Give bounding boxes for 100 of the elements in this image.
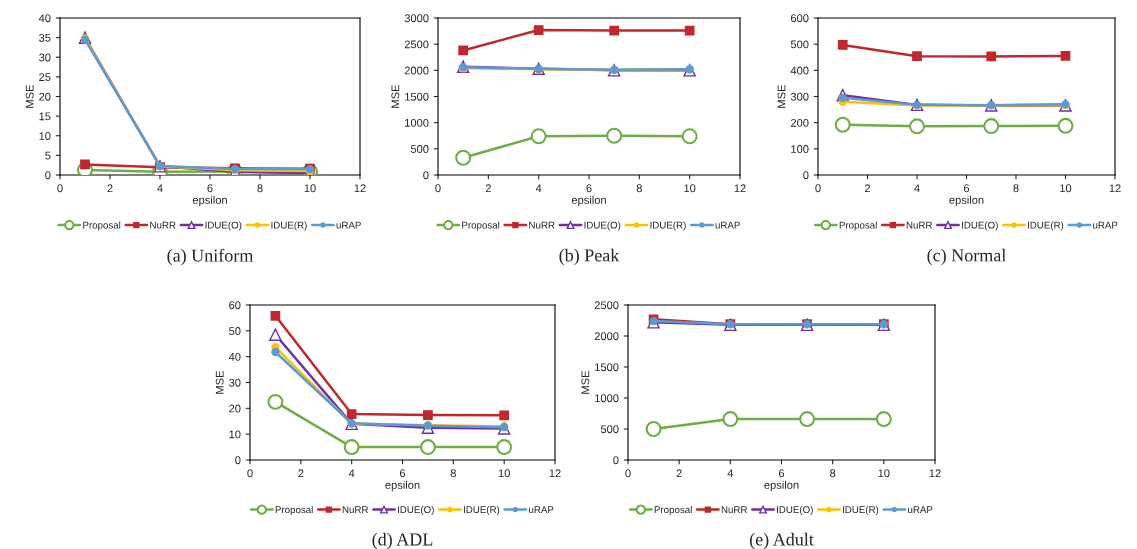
- y-tick-label: 30: [39, 53, 51, 62]
- y-tick-label: 2000: [594, 332, 619, 341]
- y-tick-label: 2500: [404, 40, 429, 49]
- legend-label: IDUE(O): [205, 221, 242, 231]
- y-tick-label: 400: [790, 66, 809, 75]
- legend-label: uRAP: [715, 221, 740, 229]
- y-tick-label: 60: [229, 301, 241, 310]
- x-tick-label: 2: [107, 184, 113, 193]
- legend-label: IDUE(R): [650, 221, 686, 231]
- y-tick-label: 50: [229, 327, 241, 335]
- x-axis-title: epsilon: [949, 195, 984, 207]
- legend-label: uRAP: [908, 506, 933, 514]
- y-tick-label: 500: [790, 40, 809, 49]
- y-tick-label: 40: [38, 14, 51, 23]
- x-axis-title: epsilon: [764, 480, 799, 492]
- legend-label: NuRR: [342, 506, 368, 514]
- x-tick-label: 12: [549, 469, 561, 478]
- y-tick-label: 30: [229, 378, 241, 387]
- x-tick-label: 0: [57, 184, 63, 193]
- legend-label: NuRR: [721, 506, 747, 514]
- y-tick-label: 100: [791, 145, 809, 153]
- y-tick-label: 20: [39, 92, 51, 101]
- x-tick-label: 6: [207, 184, 213, 193]
- y-tick-label: 1500: [405, 92, 429, 101]
- y-tick-label: 300: [790, 92, 809, 101]
- y-tick-label: 0: [803, 171, 809, 180]
- y-tick-label: 1000: [595, 394, 619, 403]
- x-tick-label: 4: [535, 184, 542, 193]
- legend-label: IDUE(O): [962, 221, 998, 231]
- x-tick-label: 6: [778, 469, 785, 478]
- x-tick-label: 8: [636, 184, 642, 193]
- legend-label: NuRR: [906, 221, 932, 229]
- x-tick-label: 10: [1060, 184, 1072, 193]
- y-tick-label: 500: [410, 145, 429, 153]
- x-axis-title: epsilon: [385, 480, 420, 492]
- legend-label: Proposal: [275, 505, 313, 516]
- text: (b) Peak: [559, 248, 620, 266]
- x-tick-label: 4: [348, 469, 355, 478]
- legend-label: IDUE(R): [271, 221, 307, 231]
- x-tick-label: 0: [247, 469, 253, 478]
- y-tick-label: 0: [45, 171, 51, 180]
- y-tick-label: 0: [613, 456, 619, 465]
- x-tick-label: 12: [354, 184, 366, 193]
- x-tick-label: 4: [914, 184, 920, 193]
- x-tick-label: 10: [498, 469, 510, 478]
- x-tick-label: 12: [929, 469, 941, 478]
- y-tick-label: 20: [229, 404, 241, 413]
- y-tick-label: 40: [228, 352, 241, 361]
- x-tick-label: 8: [1013, 184, 1019, 193]
- y-tick-label: 500: [600, 425, 619, 434]
- x-axis-title: epsilon: [192, 195, 227, 207]
- x-tick-label: 12: [1109, 184, 1121, 193]
- y-tick-label: 600: [791, 14, 809, 23]
- legend-label: IDUE(R): [1027, 221, 1064, 231]
- x-tick-label: 6: [399, 469, 406, 478]
- text: (d) ADL: [372, 532, 433, 549]
- y-axis-title: MSE: [777, 84, 786, 108]
- x-tick-label: 0: [625, 469, 631, 478]
- x-tick-label: 0: [815, 184, 821, 193]
- x-tick-label: 10: [684, 184, 696, 193]
- y-tick-label: 0: [423, 171, 429, 180]
- x-tick-label: 10: [878, 469, 890, 478]
- y-tick-label: 10: [229, 430, 241, 439]
- x-tick-label: 8: [830, 469, 836, 478]
- legend-label: IDUE(O): [584, 221, 621, 231]
- text: (a) Uniform: [167, 248, 254, 266]
- text: (e) Adult: [749, 532, 814, 549]
- legend-label: Proposal: [83, 221, 121, 231]
- x-tick-label: 2: [676, 469, 682, 478]
- x-tick-label: 6: [586, 184, 592, 193]
- x-tick-label: 0: [435, 184, 441, 193]
- y-tick-label: 1500: [595, 363, 619, 372]
- y-tick-label: 2000: [404, 66, 429, 75]
- x-tick-label: 2: [864, 184, 871, 193]
- x-tick-label: 12: [734, 184, 746, 193]
- legend-label: uRAP: [529, 506, 554, 514]
- y-tick-label: 3000: [404, 14, 429, 23]
- y-tick-label: 2500: [594, 301, 619, 310]
- legend-label: IDUE(R): [842, 505, 879, 516]
- x-tick-label: 10: [304, 184, 316, 193]
- y-axis-title: MSE: [25, 84, 34, 108]
- legend-label: Proposal: [462, 221, 500, 231]
- x-tick-label: 2: [485, 184, 491, 193]
- y-tick-label: 35: [39, 33, 51, 42]
- y-axis-title: MSE: [215, 370, 224, 394]
- legend-label: IDUE(R): [463, 505, 500, 516]
- y-tick-label: 200: [790, 118, 809, 127]
- x-tick-label: 8: [450, 469, 456, 478]
- legend-label: uRAP: [336, 221, 361, 229]
- legend-label: uRAP: [1093, 221, 1118, 229]
- y-tick-label: 15: [39, 112, 51, 121]
- legend-label: Proposal: [839, 221, 877, 231]
- x-axis-title: epsilon: [571, 195, 606, 207]
- y-tick-label: 25: [39, 73, 51, 82]
- y-tick-label: 1000: [405, 118, 429, 127]
- y-axis-title: MSE: [581, 370, 590, 394]
- text: (c) Normal: [927, 248, 1006, 266]
- x-tick-label: 2: [298, 469, 304, 478]
- x-tick-label: 4: [727, 469, 734, 478]
- y-tick-label: 0: [235, 456, 241, 465]
